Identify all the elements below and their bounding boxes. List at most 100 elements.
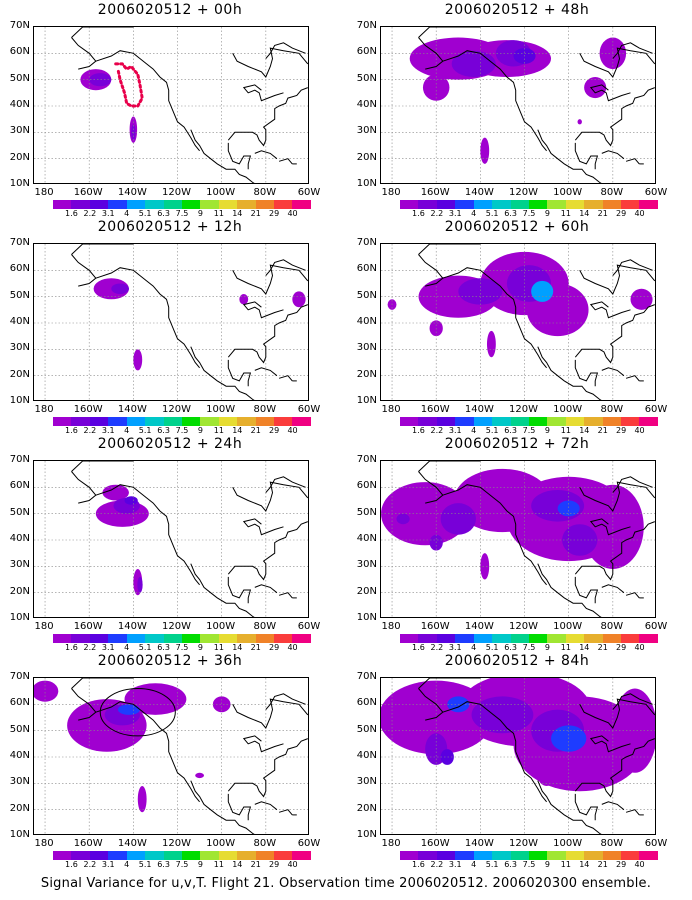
colorbar-swatch <box>71 851 90 860</box>
lon-tick-label: 180 <box>381 621 401 632</box>
colorbar-swatch <box>510 200 529 209</box>
colorbar-level-label: 9 <box>197 426 203 435</box>
lat-tick-label: 60N <box>356 263 377 275</box>
lat-tick-label: 20N <box>356 368 377 380</box>
coastline <box>71 471 97 504</box>
colorbar-swatch <box>108 417 127 426</box>
variance-contour <box>124 496 138 505</box>
coastline <box>190 129 255 183</box>
colorbar-level-label: 40 <box>634 209 645 218</box>
colorbar-level-label: 40 <box>634 643 645 652</box>
colorbar-swatch <box>108 634 127 643</box>
colorbar-level-label: 3.1 <box>448 860 462 869</box>
colorbar-level-label: 4 <box>471 643 477 652</box>
colorbar-swatch <box>292 851 311 860</box>
coastline <box>278 375 293 382</box>
colorbar-level-label: 14 <box>232 860 243 869</box>
colorbar-swatch <box>492 417 511 426</box>
coastline <box>227 793 252 821</box>
map-svg <box>34 27 308 183</box>
lon-tick-label: 160W <box>420 838 450 849</box>
colorbar-level-label: 3.1 <box>101 643 115 652</box>
colorbar-level-label: 40 <box>287 643 298 652</box>
lon-tick-label: 120W <box>162 838 192 849</box>
map-panel: 2006020512 + 24h 70N 60N 50N 40N 30N 20N 10N 180… <box>0 434 340 659</box>
coastline <box>265 42 306 59</box>
coastline <box>625 809 640 816</box>
lon-tick-label: 140W <box>117 621 147 632</box>
lat-tick-label: 40N <box>9 533 30 544</box>
lat-tick-label: 50N <box>356 289 377 301</box>
colorbar-swatch <box>163 200 182 209</box>
colorbar-swatch <box>255 200 275 209</box>
lon-tick-label: 100W <box>553 404 583 415</box>
map-plot-area <box>33 26 309 184</box>
panel-title: 2006020512 + 72h <box>444 436 590 452</box>
lon-tick-label: 80W <box>253 187 277 198</box>
variance-contour <box>537 764 556 786</box>
coastline <box>278 809 293 816</box>
coastline <box>612 259 653 276</box>
lat-tick-label: 10N <box>356 178 377 189</box>
lon-tick-label: 140W <box>464 838 494 849</box>
colorbar-swatch <box>71 417 90 426</box>
colorbar-swatch <box>492 851 511 860</box>
colorbar-swatch <box>89 417 109 426</box>
lat-tick-label: 10N <box>9 178 30 189</box>
colorbar-swatch <box>145 634 164 643</box>
colorbar-swatch <box>584 417 603 426</box>
colorbar-level-label: 9 <box>544 643 550 652</box>
lon-tick-label: 140W <box>464 621 494 632</box>
colorbar-level-label: 11 <box>560 643 571 652</box>
lon-tick-label: 160W <box>73 838 103 849</box>
coastline <box>242 518 284 536</box>
map-panel: 2006020512 + 60h 70N 60N 50N 40N 30N 20N 10N 180… <box>347 217 687 442</box>
lat-tick-label: 70N <box>9 454 30 465</box>
coastline <box>601 801 625 811</box>
colorbar-swatch <box>218 417 238 426</box>
coastline <box>579 698 655 729</box>
coastline <box>242 84 284 102</box>
lat-tick-label: 30N <box>356 559 377 571</box>
colorbar-level-label: 7.5 <box>522 643 536 652</box>
colorbar-level-label: 2.2 <box>83 426 97 435</box>
colorbar-level-label: 1.6 <box>412 643 425 652</box>
lon-tick-label: 120W <box>162 404 192 415</box>
figure-caption: Signal Variance for u,v,T. Flight 21. Ob… <box>40 876 652 891</box>
lat-tick-label: 20N <box>9 585 30 597</box>
variance-contour <box>471 696 534 734</box>
colorbar-level-label: 29 <box>269 426 280 435</box>
coastline <box>227 142 252 170</box>
colorbar-swatch <box>639 200 658 209</box>
coastline <box>418 461 481 472</box>
coastline <box>71 461 134 472</box>
map-plot-area <box>380 26 656 184</box>
coastline <box>418 244 481 255</box>
colorbar-level-label: 3.1 <box>448 209 462 218</box>
lat-tick-label: 20N <box>356 802 377 814</box>
colorbar-level-label: 5.1 <box>138 209 152 218</box>
colorbar-swatch <box>528 417 548 426</box>
coastline <box>612 476 653 493</box>
variance-contour <box>133 349 143 371</box>
coastline <box>418 471 444 504</box>
lon-tick-label: 80W <box>600 838 624 849</box>
lon-tick-label: 180 <box>34 187 54 198</box>
colorbar-swatch <box>547 417 566 426</box>
coastline <box>579 481 655 512</box>
coastline <box>227 738 308 798</box>
variance-contour <box>137 785 147 813</box>
lon-tick-label: 60W <box>644 838 668 849</box>
colorbar-level-label: 3.1 <box>448 643 462 652</box>
lon-tick-label: 140W <box>117 838 147 849</box>
colorbar-level-label: 3.1 <box>101 860 115 869</box>
colorbar-level-label: 9 <box>197 643 203 652</box>
colorbar-swatch <box>108 851 127 860</box>
colorbar-level-label: 7.5 <box>522 426 536 435</box>
colorbar-swatch <box>126 417 146 426</box>
map-plot-area <box>33 243 309 401</box>
colorbar-level-label: 5.1 <box>485 426 499 435</box>
colorbar-swatch <box>200 851 219 860</box>
colorbar-swatch <box>639 634 658 643</box>
lat-tick-label: 10N <box>9 612 30 623</box>
